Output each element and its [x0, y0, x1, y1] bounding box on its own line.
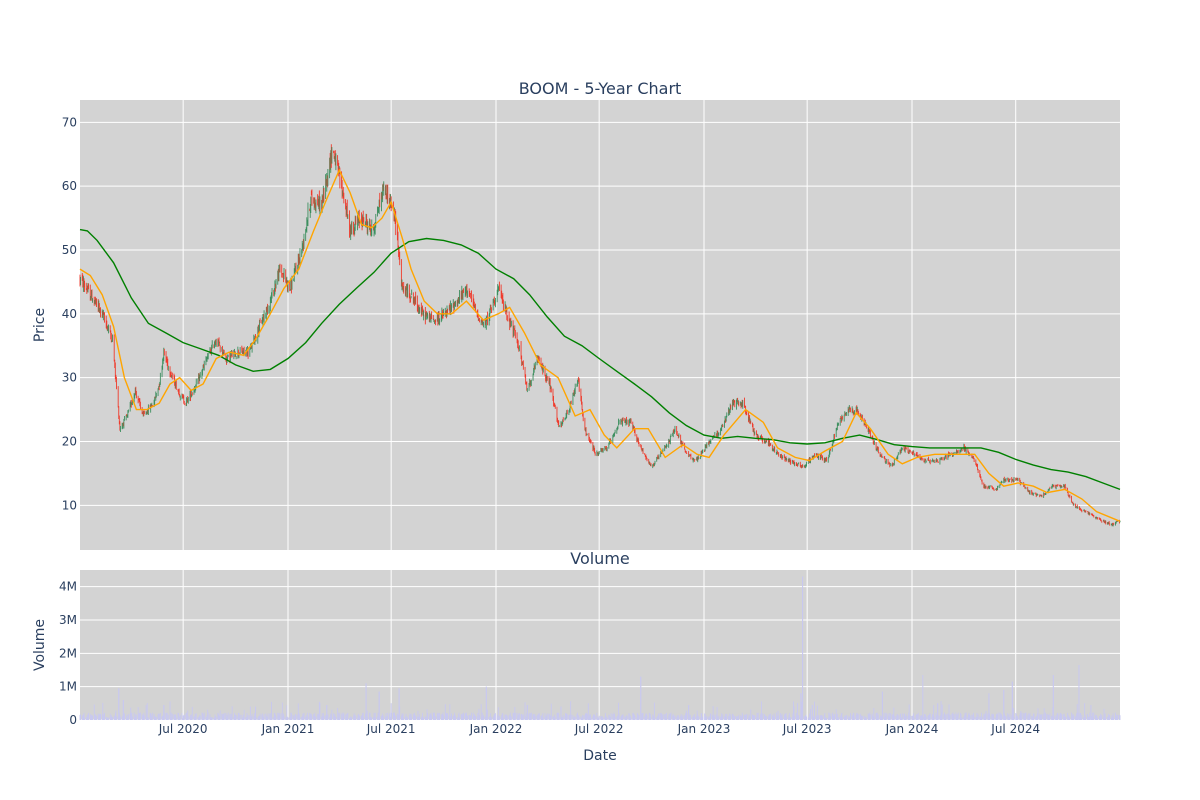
price-y-axis-title: Price: [32, 308, 48, 342]
volume-y-tick-label: 2M: [59, 646, 77, 660]
price-y-tick-label: 60: [62, 179, 77, 193]
long-moving-average-line: [79, 228, 1121, 491]
price-y-tick-label: 20: [62, 434, 77, 448]
price-plot-area: [80, 100, 1120, 550]
volume-y-tick-label: 0: [69, 713, 77, 727]
x-tick-label: Jul 2023: [782, 722, 832, 736]
x-tick-label: Jul 2022: [574, 722, 624, 736]
price-y-tick-label: 50: [62, 243, 77, 257]
volume-y-tick-label: 4M: [59, 580, 77, 594]
volume-bar-series: [79, 576, 1121, 720]
x-tick-label: Jul 2021: [366, 722, 416, 736]
price-y-tick-labels: 10 20 30 40 50 60 70: [62, 115, 77, 512]
price-horizontal-gridlines: [80, 121, 1120, 506]
volume-horizontal-gridlines: [80, 586, 1120, 721]
x-tick-label: Jan 2022: [469, 722, 523, 736]
price-y-tick-label: 10: [62, 498, 77, 512]
x-tick-label: Jan 2021: [261, 722, 315, 736]
price-y-tick-label: 70: [62, 115, 77, 129]
x-tick-label: Jul 2024: [990, 722, 1040, 736]
x-tick-label: Jan 2023: [677, 722, 731, 736]
volume-subplot-title: Volume: [570, 549, 630, 568]
volume-vertical-gridlines: [182, 570, 1017, 720]
volume-y-tick-labels: 0 1M 2M 3M 4M: [59, 580, 77, 727]
volume-y-tick-label: 1M: [59, 680, 77, 694]
price-vertical-gridlines: [182, 100, 1017, 550]
x-axis-title: Date: [583, 748, 616, 764]
volume-y-axis-title: Volume: [32, 619, 48, 671]
volume-y-tick-label: 3M: [59, 613, 77, 627]
price-y-tick-label: 30: [62, 371, 77, 385]
chart-title: BOOM - 5-Year Chart: [519, 79, 682, 98]
x-tick-label: Jul 2020: [158, 722, 208, 736]
date-x-tick-labels: Jul 2020 Jan 2021 Jul 2021 Jan 2022 Jul 2022…: [158, 722, 1040, 736]
price-y-tick-label: 40: [62, 307, 77, 321]
short-moving-average-line: [79, 168, 1121, 522]
x-tick-label: Jan 2024: [885, 722, 939, 736]
volume-plot-area: [80, 570, 1120, 720]
